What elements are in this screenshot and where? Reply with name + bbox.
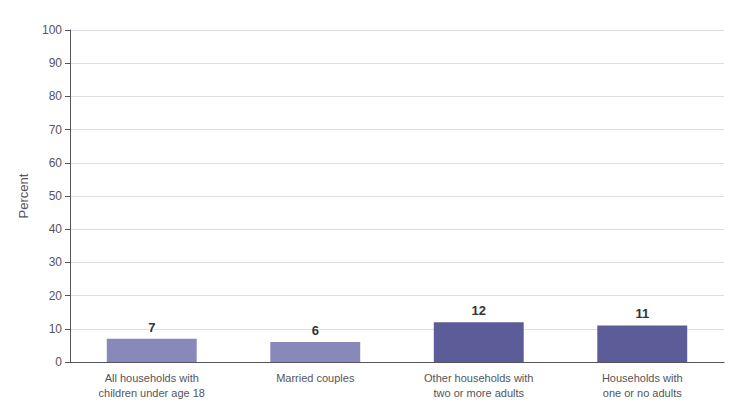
svg-text:10: 10 xyxy=(49,322,63,336)
svg-text:80: 80 xyxy=(49,89,63,103)
svg-text:60: 60 xyxy=(49,156,63,170)
svg-text:children under age 18: children under age 18 xyxy=(99,387,205,399)
svg-text:0: 0 xyxy=(55,355,62,369)
svg-text:12: 12 xyxy=(472,303,486,318)
svg-text:30: 30 xyxy=(49,255,63,269)
svg-text:two or more adults: two or more adults xyxy=(434,387,525,399)
svg-text:Percent: Percent xyxy=(16,173,31,218)
svg-text:7: 7 xyxy=(148,320,155,335)
svg-text:40: 40 xyxy=(49,222,63,236)
svg-text:one or no adults: one or no adults xyxy=(603,387,682,399)
svg-text:11: 11 xyxy=(635,306,649,321)
svg-text:20: 20 xyxy=(49,289,63,303)
svg-text:50: 50 xyxy=(49,189,63,203)
svg-text:6: 6 xyxy=(312,323,319,338)
svg-text:Other households with: Other households with xyxy=(424,372,533,384)
svg-text:Households with: Households with xyxy=(602,372,683,384)
svg-text:Married couples: Married couples xyxy=(276,372,355,384)
svg-text:100: 100 xyxy=(42,23,62,37)
svg-text:All households with: All households with xyxy=(105,372,199,384)
svg-text:70: 70 xyxy=(49,123,63,137)
svg-text:90: 90 xyxy=(49,56,63,70)
